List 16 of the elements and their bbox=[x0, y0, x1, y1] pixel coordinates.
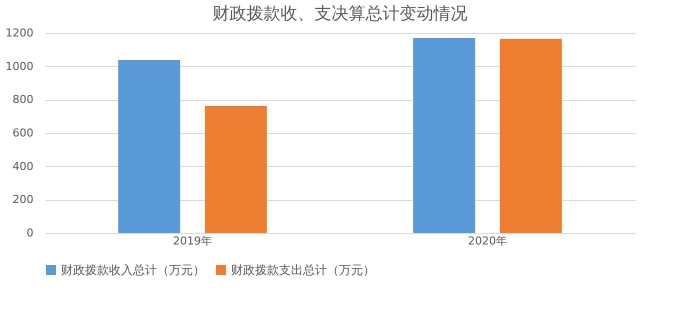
y-tick-label: 1200 bbox=[6, 26, 34, 40]
y-tick-label: 800 bbox=[12, 93, 34, 106]
bar bbox=[204, 106, 267, 233]
bar bbox=[413, 38, 476, 233]
legend-label: 财政拨款收入总计（万元） bbox=[61, 263, 205, 277]
x-tick-label: 2020年 bbox=[468, 234, 507, 248]
legend-label: 财政拨款支出总计（万元） bbox=[231, 263, 375, 277]
y-tick-label: 200 bbox=[12, 193, 34, 206]
y-tick-label: 400 bbox=[12, 160, 34, 173]
bar bbox=[118, 60, 180, 233]
x-tick-label: 2019年 bbox=[173, 234, 212, 248]
y-tick-label: 600 bbox=[12, 126, 34, 140]
y-tick-label: 1000 bbox=[6, 60, 34, 73]
y-tick-label: 0 bbox=[26, 226, 34, 240]
chart-title: 财政拨款收、支决算总计变动情况 bbox=[212, 4, 468, 24]
bar bbox=[500, 38, 562, 233]
